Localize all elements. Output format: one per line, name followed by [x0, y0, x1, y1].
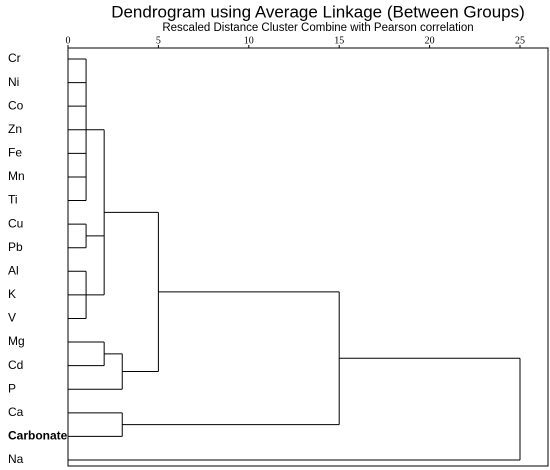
leaf-label: Co [8, 98, 24, 112]
leaf-label: P [8, 381, 16, 395]
x-tick-label: 10 [244, 35, 254, 46]
x-tick-label: 25 [515, 35, 525, 46]
leaf-label: Ti [8, 193, 18, 207]
leaf-label: Carbonate [8, 429, 68, 443]
x-tick-label: 20 [425, 35, 435, 46]
leaf-label: Mg [8, 334, 25, 348]
leaf-label: V [8, 311, 16, 325]
x-tick-label: 0 [66, 35, 71, 46]
leaf-label: Cd [8, 358, 23, 372]
x-tick-label: 5 [156, 35, 161, 46]
chart-title: Dendrogram using Average Linkage (Betwee… [111, 2, 525, 21]
leaf-label: Ni [8, 75, 19, 89]
leaf-label: K [8, 287, 16, 301]
plot-frame [67, 47, 549, 467]
leaf-label: Cr [8, 51, 21, 65]
leaf-label: Al [8, 263, 19, 277]
chart-subtitle: Rescaled Distance Cluster Combine with P… [162, 22, 473, 34]
leaf-label: Zn [8, 122, 22, 136]
leaf-label: Ca [8, 405, 24, 419]
leaf-label: Fe [8, 146, 22, 160]
leaf-label: Na [8, 452, 24, 466]
leaf-label: Cu [8, 216, 23, 230]
leaf-label: Mn [8, 169, 25, 183]
leaf-label: Pb [8, 240, 23, 254]
x-tick-label: 15 [334, 35, 344, 46]
